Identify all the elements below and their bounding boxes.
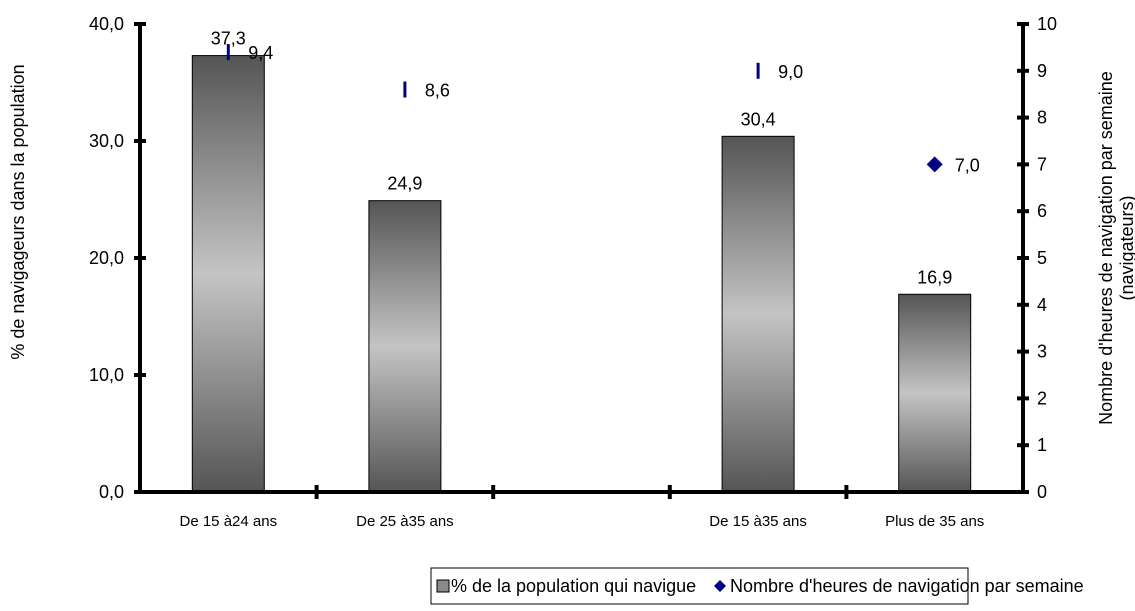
y-tick-label: 20,0 [89,248,124,268]
y2-tick-label: 1 [1037,435,1047,455]
y-tick-label: 30,0 [89,131,124,151]
marker-data-label: 8,6 [425,81,450,101]
x-tick-label: De 15 à24 ans [180,513,278,530]
legend-marker-label: Nombre d'heures de navigation par semain… [730,576,1084,596]
legend-bar-swatch [436,579,450,593]
y2-tick-label: 5 [1037,248,1047,268]
y2-tick-label: 10 [1037,14,1057,34]
y2-axis-title-line2: (navigateurs) [1117,195,1135,300]
y2-tick-label: 6 [1037,201,1047,221]
y-tick-label: 10,0 [89,365,124,385]
labels-layer: 37,3 24,9 30,4 16,9 0,0 10,0 20,0 30,0 40,0 0 1 2 3 4… [89,14,1057,530]
bar-data-label: 37,3 [211,29,246,49]
bar-data-label: 24,9 [387,174,422,194]
marker-data-label: 9,4 [248,43,273,63]
bar [191,55,265,493]
bars-layer [191,55,972,493]
bar-data-label: 16,9 [917,267,952,287]
y-tick-label: 40,0 [89,14,124,34]
legend-bar-label: % de la population qui navigue [451,576,696,596]
y-axis-title: % de navigageurs dans la population [8,64,28,359]
y2-axis-title-line1: Nombre d'heures de navigation par semain… [1096,71,1116,425]
y2-tick-label: 7 [1037,154,1047,174]
hours-marker [926,156,943,173]
marker-data-label: 9,0 [778,62,803,82]
bar [721,135,795,493]
y2-tick-label: 0 [1037,482,1047,502]
x-tick-label: De 15 à35 ans [709,513,807,530]
markers-layer [226,44,943,173]
y2-tick-label: 4 [1037,295,1047,315]
bar-data-label: 30,4 [741,109,776,129]
legend-frame [430,567,969,605]
y2-tick-label: 8 [1037,108,1047,128]
x-tick-label: De 25 à35 ans [356,513,454,530]
x-tick-label: Plus de 35 ans [885,513,984,530]
y2-tick-label: 9 [1037,61,1047,81]
legend-diamond-icon [714,580,726,592]
bar [368,200,442,493]
y2-tick-label: 2 [1037,388,1047,408]
y-tick-label: 0,0 [99,482,124,502]
marker-data-label: 7,0 [955,155,980,175]
legend: % de la population qui navigue Nombre d'… [430,567,1084,605]
y2-tick-label: 3 [1037,342,1047,362]
bar [898,293,972,493]
axes-layer [134,22,1029,499]
